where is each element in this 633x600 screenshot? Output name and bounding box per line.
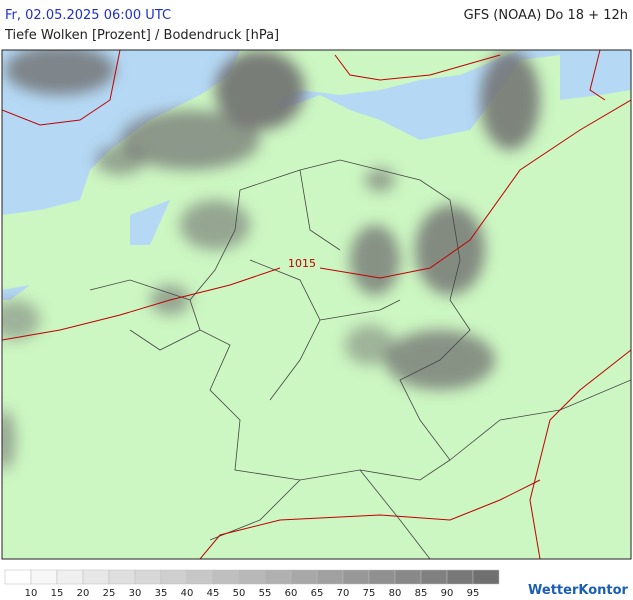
legend-swatch: [342, 569, 370, 585]
legend-label: 45: [207, 588, 220, 599]
legend-swatch: [56, 569, 84, 585]
legend-swatch: [316, 569, 344, 585]
legend-label: 30: [129, 588, 142, 599]
isobar-label: 1015: [288, 257, 316, 270]
map-title: Tiefe Wolken [Prozent] / Bodendruck [hPa…: [4, 28, 279, 43]
channel: [2, 285, 30, 300]
legend-swatch: [160, 569, 188, 585]
legend-swatch: [238, 569, 266, 585]
legend-label: 25: [103, 588, 116, 599]
legend-label: 55: [259, 588, 272, 599]
legend-label: 50: [233, 588, 246, 599]
legend-label: 20: [77, 588, 90, 599]
legend-label: 80: [389, 588, 402, 599]
legend-swatch: [212, 569, 240, 585]
legend-swatch: [472, 569, 500, 585]
baltic-sea: [275, 50, 631, 140]
valid-time: Fr, 02.05.2025 06:00 UTC: [5, 8, 171, 23]
borders: [89, 159, 631, 559]
legend-swatch: [264, 569, 292, 585]
legend-swatch: [134, 569, 162, 585]
legend-label: 85: [415, 588, 428, 599]
legend-label: 95: [467, 588, 480, 599]
denmark-islands: [280, 50, 440, 78]
legend-label: 90: [441, 588, 454, 599]
legend-swatch: [186, 569, 214, 585]
map-area: 1015: [2, 50, 631, 559]
legend-label: 10: [25, 588, 38, 599]
legend-label: 40: [181, 588, 194, 599]
legend-swatch: [368, 569, 396, 585]
legend-swatch: [30, 569, 58, 585]
legend-swatch: [420, 569, 448, 585]
legend-label: 60: [285, 588, 298, 599]
legend: 10 15 20 25 30 35 40 45 50 55 60 65 70 75 80 85 90 95: [4, 569, 500, 599]
clouds: [2, 50, 540, 470]
logo: WetterKontor: [528, 583, 629, 598]
map-frame: [1, 49, 632, 560]
legend-label: 35: [155, 588, 168, 599]
legend-label: 65: [311, 588, 324, 599]
legend-label: 70: [337, 588, 350, 599]
legend-swatch: [4, 569, 32, 585]
legend-swatch: [394, 569, 422, 585]
legend-swatch: [108, 569, 136, 585]
model-run: GFS (NOAA) Do 18 + 12h: [464, 8, 628, 23]
legend-swatch: [82, 569, 110, 585]
ijsselmeer: [130, 200, 170, 245]
isobars: [2, 50, 631, 559]
legend-swatch: [290, 569, 318, 585]
legend-label: 15: [51, 588, 64, 599]
legend-swatch: [446, 569, 474, 585]
legend-label: 75: [363, 588, 376, 599]
